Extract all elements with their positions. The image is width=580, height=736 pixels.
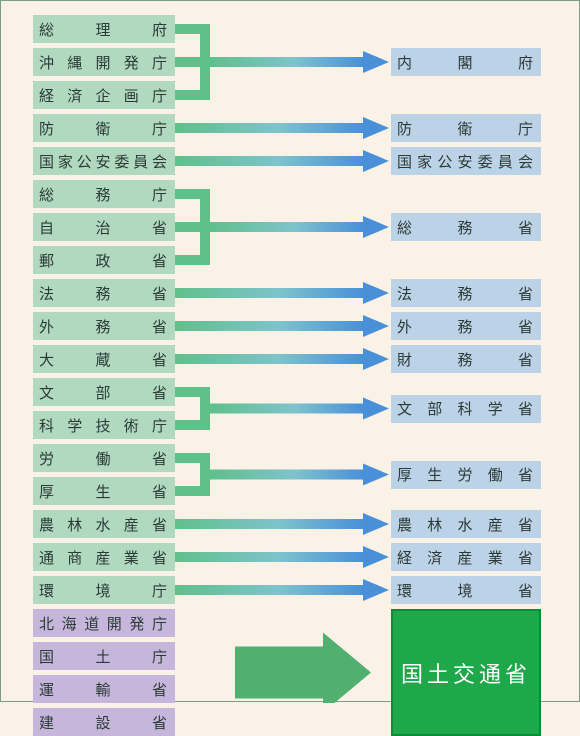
- target-ministry-box: 国家公安委員会: [391, 147, 541, 175]
- source-ministry-box: 農林水産省: [33, 510, 175, 538]
- source-ministry-box: 総理府: [33, 15, 175, 43]
- source-ministry-box: 労働省: [33, 444, 175, 472]
- big-target-ministry: 国土交通省: [391, 609, 541, 736]
- target-ministry-box: 内閣府: [391, 48, 541, 76]
- target-ministry-box: 防衛庁: [391, 114, 541, 142]
- source-ministry-box: 環境庁: [33, 576, 175, 604]
- source-ministry-box: 国土庁: [33, 642, 175, 670]
- source-ministry-box: 総務庁: [33, 180, 175, 208]
- source-ministry-box: 国家公安委員会: [33, 147, 175, 175]
- target-ministry-box: 厚生労働省: [391, 461, 541, 489]
- source-ministry-box: 自治省: [33, 213, 175, 241]
- big-merge-arrow-icon: [235, 633, 371, 704]
- source-ministry-box: 防衛庁: [33, 114, 175, 142]
- source-ministry-box: 建設省: [33, 708, 175, 736]
- target-ministry-box: 環境省: [391, 576, 541, 604]
- source-ministry-box: 文部省: [33, 378, 175, 406]
- target-ministry-box: 文部科学省: [391, 395, 541, 423]
- source-ministry-box: 北海道開発庁: [33, 609, 175, 637]
- target-ministry-box: 法務省: [391, 279, 541, 307]
- source-ministry-box: 法務省: [33, 279, 175, 307]
- target-ministry-box: 財務省: [391, 345, 541, 373]
- source-ministry-box: 運輸省: [33, 675, 175, 703]
- source-ministry-box: 通商産業省: [33, 543, 175, 571]
- source-ministry-box: 厚生省: [33, 477, 175, 505]
- source-ministry-box: 経済企画庁: [33, 81, 175, 109]
- source-ministry-box: 外務省: [33, 312, 175, 340]
- source-ministry-box: 郵政省: [33, 246, 175, 274]
- target-ministry-box: 総務省: [391, 213, 541, 241]
- target-ministry-box: 経済産業省: [391, 543, 541, 571]
- target-ministry-box: 外務省: [391, 312, 541, 340]
- source-ministry-box: 大蔵省: [33, 345, 175, 373]
- source-ministry-box: 沖縄開発庁: [33, 48, 175, 76]
- target-ministry-box: 農林水産省: [391, 510, 541, 538]
- source-ministry-box: 科学技術庁: [33, 411, 175, 439]
